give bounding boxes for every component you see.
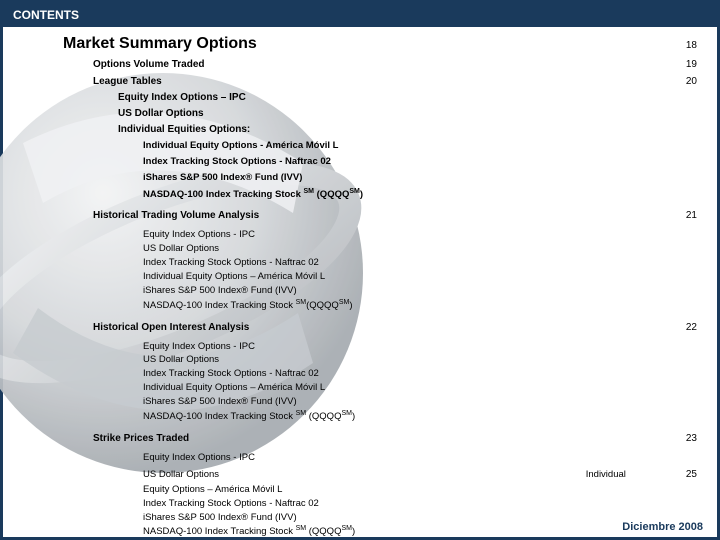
- toc-row: NASDAQ-100 Index Tracking Stock SM (QQQQ…: [23, 183, 697, 200]
- toc-entry: Equity Index Options - IPC: [143, 333, 255, 353]
- toc-row: NASDAQ-100 Index Tracking Stock SM(QQQQS…: [23, 297, 697, 312]
- toc-title-page: 18: [686, 40, 697, 51]
- toc-row: US Dollar Options: [23, 103, 697, 119]
- toc-row: Index Tracking Stock Options - Naftrac 0…: [23, 496, 697, 510]
- toc-page-number: 19: [686, 59, 697, 70]
- toc-entry: Individual Equities Options:: [118, 119, 250, 135]
- toc-entry: Index Tracking Stock Options - Naftrac 0…: [143, 366, 319, 380]
- toc-entry: Equity Index Options – IPC: [118, 87, 246, 103]
- toc-row: Historical Trading Volume Analysis 21: [23, 200, 697, 221]
- toc-entry: US Dollar Options: [143, 352, 219, 366]
- toc-row: Index Tracking Stock Options - Naftrac 0…: [23, 151, 697, 167]
- toc-row: Strike Prices Traded 23: [23, 423, 697, 444]
- toc-page-number: 21: [686, 200, 697, 221]
- toc-row: Equity Index Options - IPC: [23, 221, 697, 241]
- toc-row: iShares S&P 500 Index® Fund (IVV): [23, 167, 697, 183]
- toc-row: League Tables 20: [23, 70, 697, 87]
- toc-entry: NASDAQ-100 Index Tracking Stock SM (QQQQ…: [143, 523, 355, 538]
- toc-entry: US Dollar Options: [143, 467, 219, 481]
- toc-entry: US Dollar Options: [143, 241, 219, 255]
- toc-row: Equity Index Options – IPC: [23, 87, 697, 103]
- toc-page-number: 25: [686, 469, 697, 480]
- contents-label: CONTENTS: [13, 8, 79, 22]
- toc-entry: Individual Equity Options - América Móvi…: [143, 135, 338, 151]
- contents-header: CONTENTS: [3, 3, 717, 27]
- toc-content: Market Summary Options 18 Options Volume…: [3, 27, 717, 539]
- footer-date: Diciembre 2008: [622, 521, 703, 533]
- toc-entry: Equity Index Options - IPC: [143, 444, 255, 464]
- toc-row: Options Volume Traded 19: [23, 53, 697, 70]
- toc-entry: Individual Equity Options – América Móvi…: [143, 269, 325, 283]
- toc-row: NASDAQ-100 Index Tracking Stock SM (QQQQ…: [23, 408, 697, 423]
- toc-entry: Equity Options – América Móvil L: [143, 482, 282, 496]
- toc-entry: Options Volume Traded: [93, 53, 205, 70]
- toc-row: US Dollar Options: [23, 352, 697, 366]
- toc-entry: League Tables: [93, 70, 162, 87]
- toc-row: iShares S&P 500 Index® Fund (IVV): [23, 283, 697, 297]
- toc-row: NASDAQ-100 Index Tracking Stock SM (QQQQ…: [23, 523, 697, 538]
- toc-entry: iShares S&P 500 Index® Fund (IVV): [143, 167, 302, 183]
- toc-row: Historical Open Interest Analysis 22: [23, 312, 697, 333]
- toc-row: Index Tracking Stock Options - Naftrac 0…: [23, 255, 697, 269]
- toc-entry: NASDAQ-100 Index Tracking Stock SM (QQQQ…: [143, 183, 363, 200]
- toc-entry: NASDAQ-100 Index Tracking Stock SM (QQQQ…: [143, 408, 355, 423]
- toc-title-row: Market Summary Options 18: [23, 35, 697, 53]
- toc-entry: iShares S&P 500 Index® Fund (IVV): [143, 394, 297, 408]
- toc-entry: Index Tracking Stock Options - Naftrac 0…: [143, 151, 331, 167]
- toc-inline-right: Individual: [586, 469, 626, 480]
- toc-page-number: 22: [686, 312, 697, 333]
- toc-row: Individual Equity Options – América Móvi…: [23, 380, 697, 394]
- toc-row: Individual Equities Options:: [23, 119, 697, 135]
- toc-entry: US Dollar Options: [118, 103, 204, 119]
- toc-row: Equity Index Options - IPC: [23, 444, 697, 464]
- toc-entry: Historical Open Interest Analysis: [93, 312, 249, 333]
- toc-row: US Dollar Options: [23, 241, 697, 255]
- toc-row: Individual Equity Options – América Móvi…: [23, 269, 697, 283]
- toc-entry: Individual Equity Options – América Móvi…: [143, 380, 325, 394]
- toc-entry: Strike Prices Traded: [93, 423, 189, 444]
- toc-row: US Dollar Options Individual 25: [23, 464, 697, 482]
- toc-entry: Index Tracking Stock Options - Naftrac 0…: [143, 255, 319, 269]
- toc-row: Index Tracking Stock Options - Naftrac 0…: [23, 366, 697, 380]
- toc-row: iShares S&P 500 Index® Fund (IVV): [23, 394, 697, 408]
- toc-main-title: Market Summary Options: [63, 35, 257, 53]
- toc-row: Equity Options – América Móvil L: [23, 482, 697, 496]
- toc-entry: iShares S&P 500 Index® Fund (IVV): [143, 283, 297, 297]
- toc-entry: NASDAQ-100 Index Tracking Stock SM(QQQQS…: [143, 297, 353, 312]
- toc-row: Individual Equity Options - América Móvi…: [23, 135, 697, 151]
- toc-entry: Historical Trading Volume Analysis: [93, 200, 259, 221]
- toc-entry: Index Tracking Stock Options - Naftrac 0…: [143, 496, 319, 510]
- toc-entry: Equity Index Options - IPC: [143, 221, 255, 241]
- toc-row: iShares S&P 500 Index® Fund (IVV): [23, 510, 697, 524]
- toc-row: Equity Index Options - IPC: [23, 333, 697, 353]
- toc-entry: iShares S&P 500 Index® Fund (IVV): [143, 510, 297, 524]
- toc-page-number: 23: [686, 423, 697, 444]
- toc-page-number: 20: [686, 76, 697, 87]
